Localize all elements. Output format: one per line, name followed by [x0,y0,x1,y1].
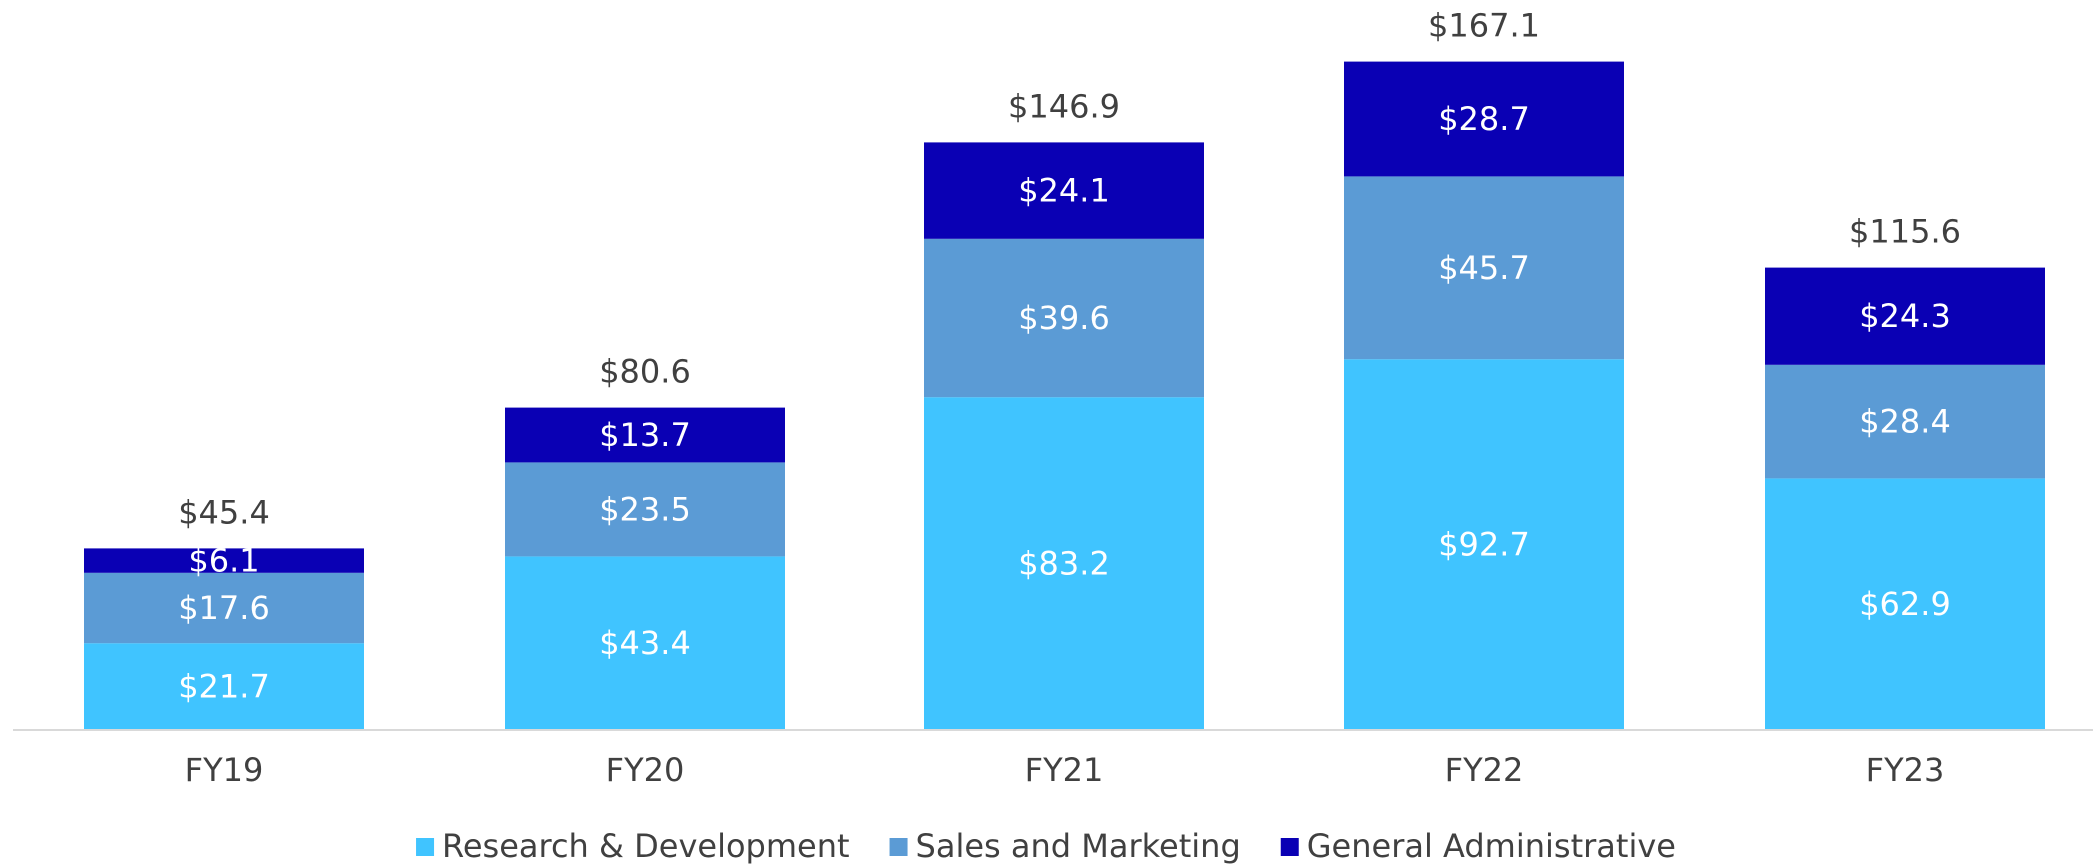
x-tick-label: FY21 [1025,751,1104,789]
bar-segment [505,556,785,730]
bar-segment [1765,478,2045,730]
data-label: $6.1 [188,542,259,580]
total-label: $115.6 [1849,213,1961,251]
bar-segment [84,643,364,730]
total-label: $167.1 [1428,7,1540,45]
x-tick-label: FY20 [606,751,685,789]
bar-segment [84,572,364,644]
data-label: $92.7 [1438,526,1530,564]
bar-segment [1765,267,2045,365]
data-label: $43.4 [599,624,691,662]
data-label: $28.4 [1859,403,1951,441]
legend-swatch [1280,838,1299,856]
data-label: $28.7 [1438,100,1530,138]
data-label: $24.3 [1859,297,1951,335]
data-label: $24.1 [1018,172,1110,210]
total-label: $146.9 [1008,87,1120,125]
legend-label: Sales and Marketing [916,827,1241,864]
legend-label: Research & Development [442,827,850,864]
total-label: $80.6 [599,353,691,391]
data-label: $45.7 [1438,249,1530,287]
x-tick-label: FY19 [185,751,264,789]
bar-segment [924,142,1204,239]
data-label: $17.6 [178,589,270,627]
bar-segment [1344,61,1624,177]
data-label: $23.5 [599,490,691,528]
data-label: $83.2 [1018,545,1110,583]
bar-segment [1344,176,1624,360]
bar-segment [84,548,364,573]
bar-segment [1765,364,2045,479]
bar-segment [924,238,1204,398]
total-label: $45.4 [178,493,270,531]
bar-segment [924,397,1204,730]
data-label: $13.7 [599,416,691,454]
data-label: $62.9 [1859,585,1951,623]
legend-swatch [889,838,908,856]
data-label: $39.6 [1018,299,1110,337]
bar-segment [505,462,785,557]
x-tick-label: FY22 [1445,751,1524,789]
bar-segment [505,407,785,463]
legend-label: General Administrative [1307,827,1676,864]
bar-segment [1344,359,1624,730]
legend-swatch [416,838,435,856]
data-label: $21.7 [178,668,270,706]
x-tick-label: FY23 [1866,751,1945,789]
